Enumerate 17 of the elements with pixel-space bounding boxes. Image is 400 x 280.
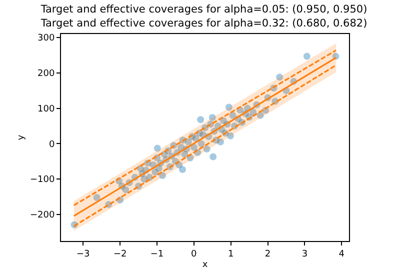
x-tick-label: −1 xyxy=(150,249,164,260)
x-tick-label: 3 xyxy=(302,249,308,260)
x-tick-label: 0 xyxy=(191,249,198,260)
y-tick-label: 200 xyxy=(38,69,55,80)
y-axis-title: y xyxy=(16,134,26,140)
x-axis-title: x xyxy=(202,260,208,270)
x-tick-label: 4 xyxy=(338,249,345,260)
y-tick-label: 100 xyxy=(38,104,55,114)
x-tick-label: 1 xyxy=(228,249,234,260)
y-tick-label: −100 xyxy=(30,175,55,186)
x-tick-label: −2 xyxy=(113,249,127,260)
y-tick-label: 300 xyxy=(38,34,55,44)
x-tick-label: −3 xyxy=(76,249,90,260)
x-tick-label: 2 xyxy=(264,249,271,260)
chart-title: Target and effective coverages for alpha=0.05: (0.950, 0.950) Target and effective coverages for alpha=0.32: (0.680, 0.682) xyxy=(40,4,368,30)
y-tick-label: −200 xyxy=(30,210,55,221)
y-tick-label: 0 xyxy=(48,140,55,150)
